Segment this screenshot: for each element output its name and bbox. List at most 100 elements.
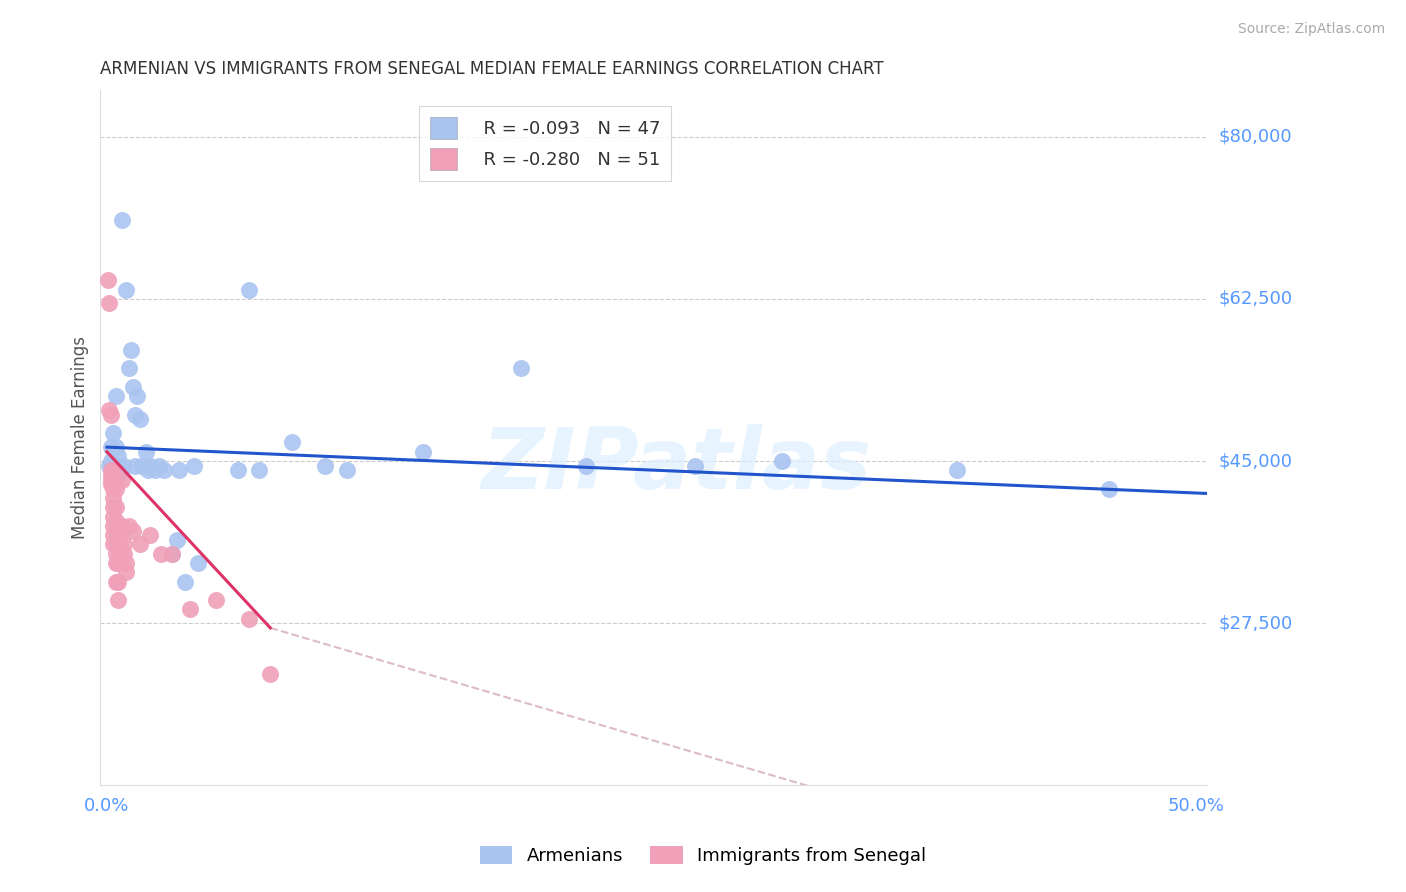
Point xyxy=(249,463,271,477)
Point xyxy=(112,547,135,561)
Point xyxy=(103,537,125,551)
Point xyxy=(108,528,131,542)
Point xyxy=(107,593,129,607)
Point xyxy=(509,361,531,376)
Point xyxy=(139,458,162,473)
Point xyxy=(139,528,162,542)
Point xyxy=(166,533,188,547)
Point xyxy=(100,408,122,422)
Point xyxy=(174,574,197,589)
Point xyxy=(108,463,131,477)
Point xyxy=(124,408,146,422)
Point xyxy=(107,528,129,542)
Point xyxy=(103,491,125,505)
Point xyxy=(118,361,141,376)
Point xyxy=(575,458,598,473)
Point xyxy=(103,426,125,441)
Point xyxy=(107,556,129,570)
Point xyxy=(115,566,138,580)
Point xyxy=(1098,482,1121,496)
Point xyxy=(314,458,336,473)
Point xyxy=(98,403,121,417)
Point xyxy=(112,537,135,551)
Point xyxy=(281,435,304,450)
Point xyxy=(100,463,122,477)
Point xyxy=(111,473,134,487)
Point xyxy=(770,454,793,468)
Point xyxy=(104,482,127,496)
Point xyxy=(104,547,127,561)
Point xyxy=(135,444,157,458)
Point xyxy=(183,458,205,473)
Point xyxy=(104,514,127,528)
Point xyxy=(179,602,201,616)
Point xyxy=(104,440,127,454)
Point xyxy=(143,463,166,477)
Text: $45,000: $45,000 xyxy=(1219,452,1292,470)
Point xyxy=(107,458,129,473)
Point xyxy=(103,463,125,477)
Point xyxy=(98,296,121,310)
Point xyxy=(127,389,149,403)
Y-axis label: Median Female Earnings: Median Female Earnings xyxy=(72,336,89,540)
Point xyxy=(412,444,434,458)
Point xyxy=(100,454,122,468)
Point xyxy=(97,273,120,287)
Point xyxy=(152,463,174,477)
Point xyxy=(115,283,138,297)
Point xyxy=(167,463,190,477)
Point xyxy=(107,574,129,589)
Text: $62,500: $62,500 xyxy=(1219,290,1292,308)
Point xyxy=(104,500,127,515)
Point xyxy=(103,463,125,477)
Point xyxy=(108,519,131,533)
Point xyxy=(112,458,135,473)
Point xyxy=(162,547,184,561)
Text: $80,000: $80,000 xyxy=(1219,128,1292,145)
Point xyxy=(103,509,125,524)
Point xyxy=(104,537,127,551)
Legend:   R = -0.093   N = 47,   R = -0.280   N = 51: R = -0.093 N = 47, R = -0.280 N = 51 xyxy=(419,106,671,181)
Point xyxy=(103,482,125,496)
Point xyxy=(111,519,134,533)
Point xyxy=(104,556,127,570)
Point xyxy=(128,412,150,426)
Point xyxy=(205,593,228,607)
Text: Source: ZipAtlas.com: Source: ZipAtlas.com xyxy=(1237,22,1385,37)
Point xyxy=(100,473,122,487)
Point xyxy=(107,537,129,551)
Point xyxy=(103,528,125,542)
Point xyxy=(128,537,150,551)
Text: ZIPatlas: ZIPatlas xyxy=(481,425,872,508)
Point xyxy=(111,213,134,227)
Point xyxy=(104,389,127,403)
Point xyxy=(122,524,145,538)
Point xyxy=(104,524,127,538)
Text: ARMENIAN VS IMMIGRANTS FROM SENEGAL MEDIAN FEMALE EARNINGS CORRELATION CHART: ARMENIAN VS IMMIGRANTS FROM SENEGAL MEDI… xyxy=(100,60,884,78)
Point xyxy=(100,477,122,491)
Point xyxy=(124,458,146,473)
Point xyxy=(238,612,260,626)
Point xyxy=(115,556,138,570)
Point xyxy=(120,343,142,357)
Point xyxy=(118,519,141,533)
Text: $27,500: $27,500 xyxy=(1219,615,1292,632)
Point xyxy=(150,547,173,561)
Point xyxy=(148,458,170,473)
Point xyxy=(107,450,129,464)
Point xyxy=(136,463,159,477)
Point xyxy=(122,380,145,394)
Point xyxy=(259,667,281,681)
Point xyxy=(100,440,122,454)
Point xyxy=(104,574,127,589)
Point xyxy=(131,458,153,473)
Point xyxy=(335,463,357,477)
Point xyxy=(111,463,134,477)
Point xyxy=(945,463,967,477)
Point xyxy=(238,283,260,297)
Point xyxy=(226,463,249,477)
Point xyxy=(103,473,125,487)
Point xyxy=(100,467,122,482)
Point xyxy=(162,547,184,561)
Point xyxy=(683,458,706,473)
